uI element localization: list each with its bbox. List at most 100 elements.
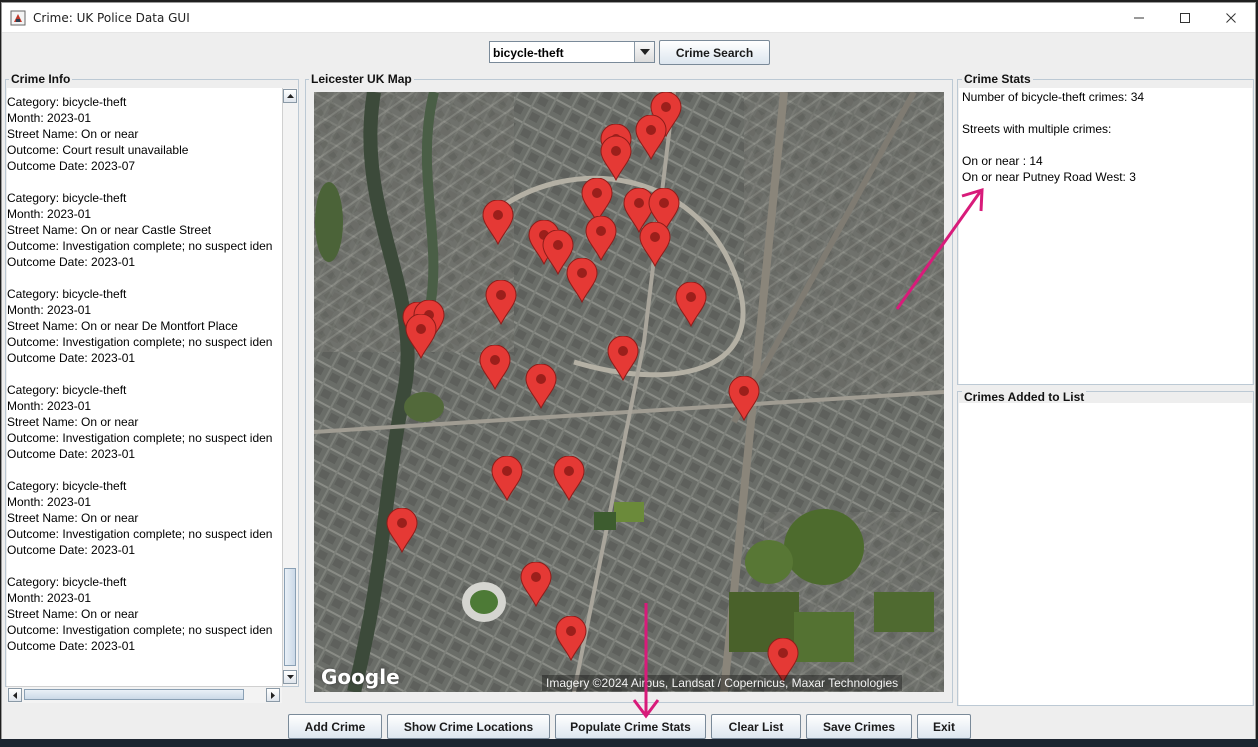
taskbar-strip: [0, 739, 1258, 747]
crime-marker-pin-icon[interactable]: [728, 376, 760, 422]
crime-info-line: Street Name: On or near: [7, 415, 139, 429]
horizontal-scroll-thumb[interactable]: [24, 689, 244, 700]
crime-info-line: Outcome: Investigation complete; no susp…: [7, 431, 273, 445]
crime-marker-pin-icon[interactable]: [485, 280, 517, 326]
scroll-up-button[interactable]: [283, 89, 297, 103]
crime-stats-line: Number of bicycle-theft crimes: 34: [962, 90, 1145, 104]
crime-stats-text: Number of bicycle-theft crimes: 34 Stree…: [962, 89, 1144, 185]
close-icon: [1226, 13, 1236, 23]
crime-info-title: Crime Info: [9, 72, 73, 86]
crime-stats-line: Streets with multiple crimes:: [962, 122, 1112, 136]
crime-marker-pin-icon[interactable]: [581, 178, 613, 224]
crime-marker-pin-icon[interactable]: [607, 336, 639, 382]
map-imagery: [314, 92, 944, 692]
maximize-icon: [1180, 13, 1190, 23]
crime-info-line: Outcome: Investigation complete; no susp…: [7, 527, 273, 541]
crime-info-line: Street Name: On or near Castle Street: [7, 223, 212, 237]
arrow-left-icon: [13, 691, 17, 699]
crime-info-line: Month: 2023-01: [7, 591, 92, 605]
crime-info-line: Month: 2023-01: [7, 303, 92, 317]
crime-info-line: Category: bicycle-theft: [7, 287, 127, 301]
crime-marker-pin-icon[interactable]: [635, 115, 667, 161]
crime-marker-pin-icon[interactable]: [585, 216, 617, 262]
crime-info-line: Category: bicycle-theft: [7, 191, 127, 205]
crime-info-line: [7, 270, 272, 286]
crime-stats-line: On or near : 14: [962, 154, 1043, 168]
exit-button[interactable]: Exit: [917, 714, 971, 739]
crime-info-line: Outcome: Investigation complete; no susp…: [7, 239, 273, 253]
crime-marker-pin-icon[interactable]: [520, 562, 552, 608]
arrow-up-icon: [286, 94, 294, 98]
crime-info-line: Category: bicycle-theft: [7, 95, 127, 109]
add-crime-button[interactable]: Add Crime: [288, 714, 382, 739]
scroll-down-button[interactable]: [283, 670, 297, 684]
crime-info-line: [7, 174, 272, 190]
crime-marker-pin-icon[interactable]: [386, 508, 418, 554]
crime-marker-pin-icon[interactable]: [623, 188, 655, 234]
title-bar: Crime: UK Police Data GUI: [2, 3, 1255, 33]
crime-marker-pin-icon[interactable]: [566, 258, 598, 304]
save-crimes-button[interactable]: Save Crimes: [806, 714, 912, 739]
dropdown-arrow-button[interactable]: [634, 42, 654, 62]
crime-stats-textarea[interactable]: Number of bicycle-theft crimes: 34 Stree…: [959, 88, 1252, 384]
scroll-left-button[interactable]: [8, 688, 22, 702]
chevron-down-icon: [639, 49, 650, 55]
crime-marker-pin-icon[interactable]: [767, 638, 799, 684]
maximize-button[interactable]: [1162, 3, 1208, 33]
crime-marker-pin-icon[interactable]: [405, 314, 437, 360]
category-select[interactable]: bicycle-theft: [489, 41, 655, 63]
crime-info-vertical-scrollbar[interactable]: [282, 88, 298, 686]
crime-info-text: Category: bicycle-theft Month: 2023-01 Str…: [7, 94, 272, 654]
crime-info-textarea[interactable]: Category: bicycle-theft Month: 2023-01 Str…: [7, 88, 282, 686]
crime-marker-pin-icon[interactable]: [553, 456, 585, 502]
crime-info-line: Outcome: Court result unavailable: [7, 143, 189, 157]
crime-info-line: [7, 366, 272, 382]
minimize-button[interactable]: [1116, 3, 1162, 33]
minimize-icon: [1134, 17, 1144, 19]
map-panel: [305, 79, 953, 703]
crime-info-line: Outcome Date: 2023-01: [7, 447, 136, 461]
google-logo: Google: [321, 665, 400, 689]
close-button[interactable]: [1208, 3, 1254, 33]
arrow-right-icon: [271, 691, 275, 699]
crime-info-line: Outcome Date: 2023-01: [7, 351, 136, 365]
clear-list-button[interactable]: Clear List: [711, 714, 801, 739]
crime-info-line: Month: 2023-01: [7, 399, 92, 413]
crime-marker-pin-icon[interactable]: [648, 188, 680, 234]
crime-marker-pin-icon[interactable]: [675, 282, 707, 328]
crime-stats-line: [962, 105, 1144, 121]
scroll-right-button[interactable]: [266, 688, 280, 702]
crime-info-line: Outcome: Investigation complete; no susp…: [7, 623, 273, 637]
crimes-added-panel: [957, 391, 1254, 706]
crime-info-line: Month: 2023-01: [7, 111, 92, 125]
crime-info-horizontal-scrollbar[interactable]: [7, 686, 282, 703]
populate-crime-stats-button[interactable]: Populate Crime Stats: [555, 714, 706, 739]
window-title: Crime: UK Police Data GUI: [33, 11, 190, 25]
crimes-added-list[interactable]: [959, 403, 1252, 705]
crime-info-line: Street Name: On or near: [7, 607, 139, 621]
map-attribution: Imagery ©2024 Airbus, Landsat / Copernic…: [542, 675, 903, 691]
crime-marker-pin-icon[interactable]: [479, 345, 511, 391]
crime-info-line: Month: 2023-01: [7, 207, 92, 221]
crime-marker-pin-icon[interactable]: [555, 616, 587, 662]
crime-info-line: Street Name: On or near: [7, 511, 139, 525]
crime-info-line: Street Name: On or near De Montfort Plac…: [7, 319, 238, 333]
map-title: Leicester UK Map: [309, 72, 414, 86]
show-crime-locations-button[interactable]: Show Crime Locations: [387, 714, 550, 739]
satellite-map[interactable]: Google Imagery ©2024 Airbus, Landsat / C…: [314, 92, 944, 692]
crime-marker-pin-icon[interactable]: [600, 136, 632, 182]
crime-marker-pin-icon[interactable]: [525, 364, 557, 410]
crime-info-line: Category: bicycle-theft: [7, 383, 127, 397]
search-toolbar: bicycle-theft Crime Search: [2, 39, 1255, 67]
crime-marker-pin-icon[interactable]: [491, 456, 523, 502]
crime-info-line: Outcome Date: 2023-01: [7, 639, 136, 653]
crime-marker-pin-icon[interactable]: [482, 200, 514, 246]
crime-search-button[interactable]: Crime Search: [659, 40, 770, 65]
crime-info-line: Outcome Date: 2023-07: [7, 159, 136, 173]
crime-stats-title: Crime Stats: [962, 72, 1033, 86]
crime-marker-pin-icon[interactable]: [542, 230, 574, 276]
crime-marker-pin-icon[interactable]: [639, 222, 671, 268]
crime-info-line: Outcome: Investigation complete; no susp…: [7, 335, 273, 349]
vertical-scroll-thumb[interactable]: [284, 568, 296, 666]
crimes-added-title: Crimes Added to List: [962, 390, 1087, 404]
